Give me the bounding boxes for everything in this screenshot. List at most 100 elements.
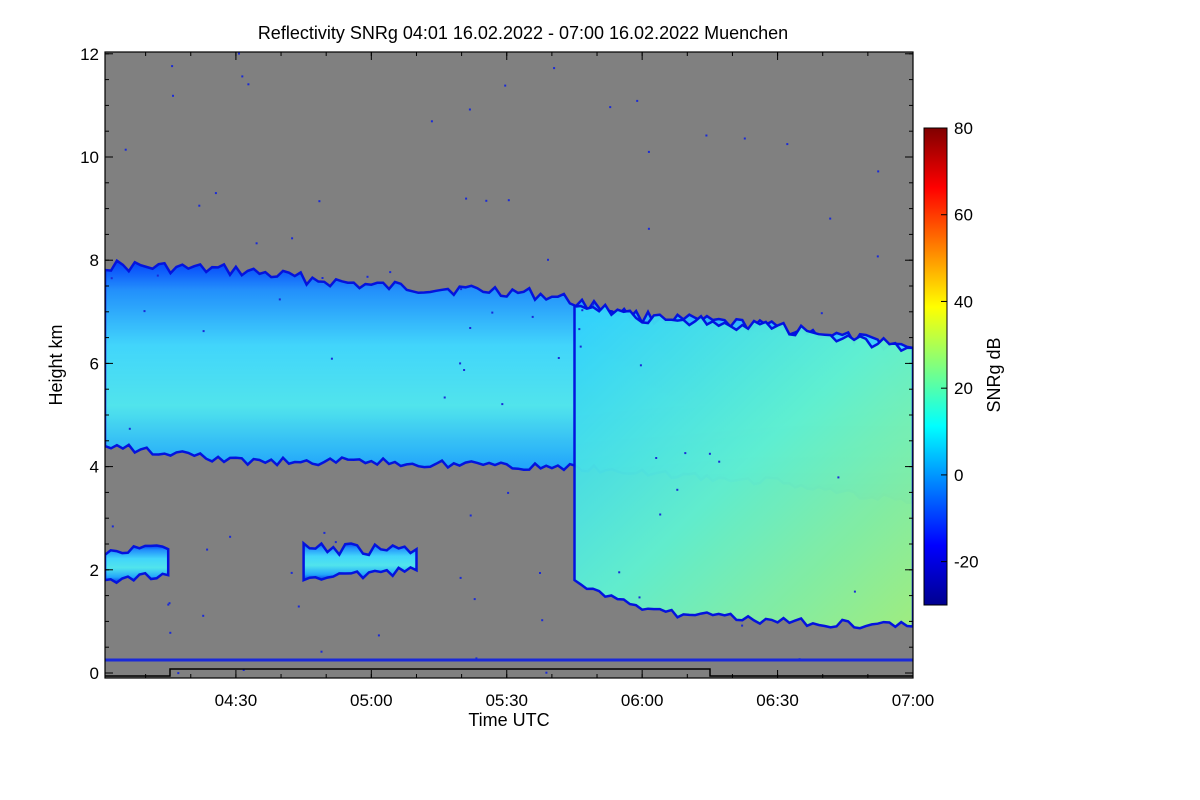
noise-speck: [171, 65, 174, 68]
noise-speck: [177, 672, 180, 675]
noise-speck: [172, 94, 174, 97]
y-tick-label: 2: [90, 561, 99, 580]
noise-speck: [318, 200, 321, 203]
noise-speck: [202, 330, 205, 333]
x-tick-label: 04:30: [215, 691, 258, 710]
noise-speck: [647, 227, 650, 230]
noise-speck: [786, 143, 789, 146]
y-tick-label: 10: [80, 148, 99, 167]
noise-speck: [297, 605, 300, 608]
colorbar-label: SNRg dB: [984, 337, 1004, 412]
noise-speck: [330, 357, 333, 360]
noise-speck: [853, 590, 856, 593]
noise-speck: [128, 427, 131, 430]
noise-speck: [578, 328, 581, 331]
noise-speck: [247, 83, 250, 86]
noise-speck: [321, 277, 324, 279]
noise-speck: [592, 303, 595, 306]
noise-speck: [241, 75, 244, 78]
noise-speck: [741, 624, 744, 627]
noise-speck: [206, 548, 209, 551]
noise-speck: [389, 271, 392, 274]
noise-speck: [430, 120, 433, 123]
noise-speck: [473, 598, 476, 601]
noise-speck: [647, 150, 650, 153]
noise-speck: [214, 192, 217, 195]
noise-speck: [639, 364, 642, 367]
noise-speck: [320, 650, 323, 653]
noise-speck: [636, 99, 639, 102]
noise-speck: [743, 137, 746, 140]
noise-speck: [547, 258, 549, 261]
colorbar-tick-label: -20: [954, 553, 979, 572]
x-tick-label: 06:30: [756, 691, 799, 710]
noise-speck: [291, 237, 294, 240]
colorbar-tick-label: 20: [954, 379, 973, 398]
noise-speck: [475, 657, 478, 660]
noise-speck: [469, 327, 472, 329]
noise-speck: [531, 315, 534, 318]
cloud-layers: [105, 52, 913, 675]
noise-speck: [684, 452, 687, 455]
noise-speck: [110, 277, 113, 280]
noise-speck: [485, 199, 488, 202]
noise-speck: [255, 242, 258, 245]
noise-speck: [124, 148, 127, 151]
y-tick-label: 8: [90, 251, 99, 270]
noise-speck: [323, 531, 326, 534]
noise-speck: [541, 619, 544, 622]
noise-speck: [829, 217, 832, 220]
noise-speck: [638, 596, 641, 599]
noise-speck: [143, 310, 146, 313]
noise-speck: [167, 603, 170, 606]
x-axis: 04:30 05:00 05:30 06:00 06:30 07:00: [145, 52, 934, 710]
noise-speck: [460, 288, 463, 291]
noise-speck: [334, 541, 337, 544]
plot-area: [105, 52, 913, 678]
noise-speck: [111, 525, 114, 528]
noise-speck: [465, 197, 468, 200]
noise-speck: [459, 576, 462, 579]
colorbar-tick-label: 0: [954, 466, 963, 485]
cloud-layer: [302, 540, 418, 582]
noise-speck: [366, 275, 369, 278]
chart-title: Reflectivity SNRg 04:01 16.02.2022 - 07:…: [258, 23, 788, 43]
colorbar-ticks: -20 0 20 40 60 80: [941, 119, 979, 572]
noise-speck: [168, 602, 171, 605]
status-bar-line: [105, 668, 913, 677]
noise-speck: [579, 345, 582, 348]
y-tick-label: 0: [90, 664, 99, 683]
y-tick-label: 12: [80, 45, 99, 64]
plot-frame: [104, 51, 914, 679]
noise-speck: [655, 457, 658, 459]
noise-speck: [491, 311, 494, 314]
colorbar-tick-label: 40: [954, 292, 973, 311]
noise-speck: [507, 491, 510, 494]
x-axis-label: Time UTC: [468, 710, 549, 730]
noise-speck: [463, 369, 466, 371]
y-axis: 0 2 4 6 8 10 12: [80, 45, 913, 683]
noise-speck: [278, 298, 281, 301]
noise-speck: [545, 671, 548, 674]
noise-speck: [507, 199, 510, 202]
noise-speck: [169, 631, 172, 634]
colorbar: -20 0 20 40 60 80 SNRg dB: [923, 119, 1004, 606]
noise-speck: [557, 357, 560, 359]
noise-speck: [468, 108, 471, 111]
noise-speck: [229, 535, 232, 538]
noise-speck: [242, 669, 245, 671]
noise-speck: [469, 514, 472, 517]
noise-speck: [609, 106, 612, 109]
y-axis-label: Height km: [46, 324, 66, 405]
cloud-layer: [573, 302, 913, 630]
y-tick-label: 4: [90, 458, 99, 477]
noise-speck: [443, 396, 446, 399]
noise-speck: [820, 312, 823, 315]
noise-speck: [705, 134, 708, 137]
noise-speck: [676, 488, 679, 491]
noise-speck: [202, 614, 205, 617]
colorbar-tick-label: 60: [954, 206, 973, 225]
x-tick-label: 05:00: [350, 691, 393, 710]
noise-speck: [504, 84, 507, 87]
